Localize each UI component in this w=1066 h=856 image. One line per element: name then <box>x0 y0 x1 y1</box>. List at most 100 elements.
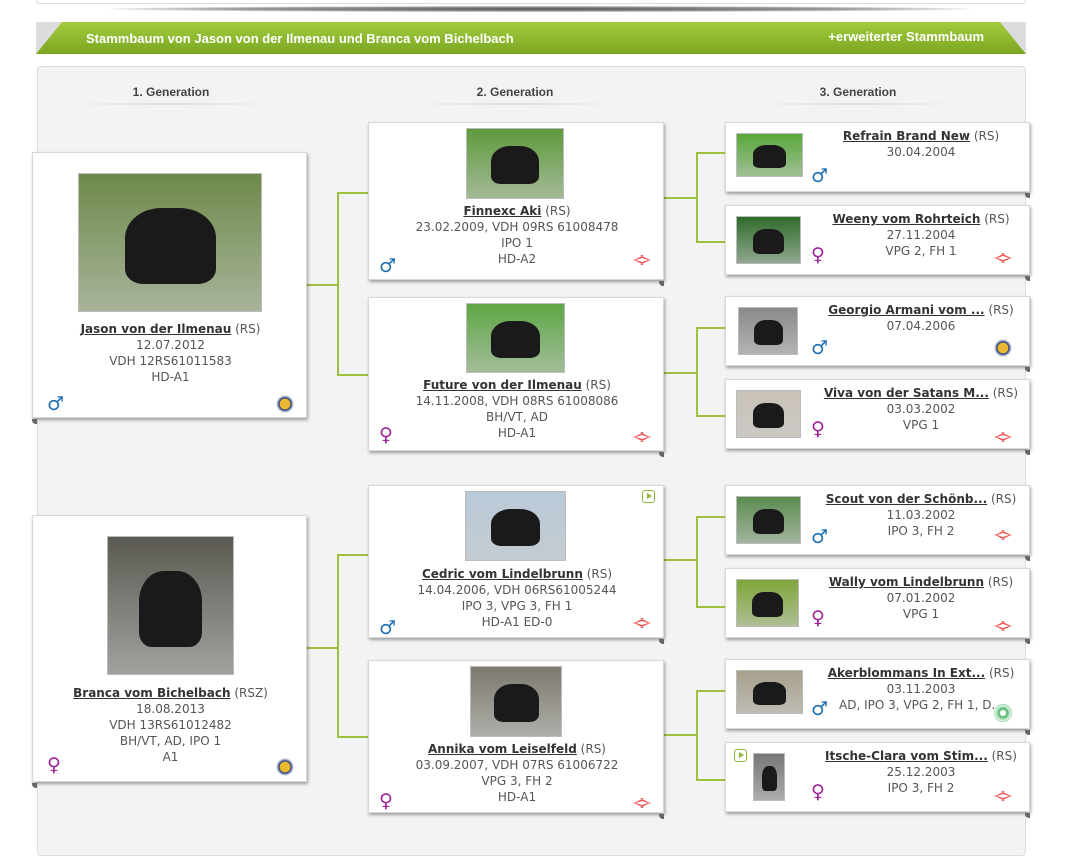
dog-name-link[interactable]: Wally vom Lindelbrunn <box>828 575 985 589</box>
dog-detail-line: 12.07.2012 <box>136 338 205 352</box>
dog-card: Jason von der Ilmenau (RS) 12.07.2012 VDH … <box>32 152 308 424</box>
dog-detail-line: BH/VT, AD, IPO 1 <box>119 734 222 748</box>
dog-photo[interactable] <box>753 753 785 801</box>
dog-silhouette <box>491 146 539 185</box>
video-play-icon[interactable] <box>734 749 747 762</box>
dog-breed-code: (RS) <box>231 322 261 336</box>
generation-1-heading: 1. Generation <box>51 85 291 105</box>
dog-silhouette <box>490 509 541 547</box>
dog-name-link[interactable]: Finnexc Aki <box>463 204 542 218</box>
dog-name-line: Finnexc Aki (RS) <box>369 203 665 219</box>
previous-section-box <box>36 0 1026 4</box>
dog-photo[interactable] <box>736 579 799 627</box>
dog-detail-line: 18.08.2013 <box>136 702 205 716</box>
male-icon: ♂ <box>811 698 829 720</box>
dog-detail-line: 03.09.2007, VDH 07RS 61006722 <box>415 758 619 772</box>
ks-icon <box>276 758 294 776</box>
dog-breed-code: (RS) <box>980 212 1010 226</box>
generation-3-heading: 3. Generation <box>738 85 978 105</box>
dog-detail-line: 03.11.2003 <box>886 682 956 696</box>
dog-name-link[interactable]: Georgio Armani vom ... <box>828 303 985 317</box>
dog-breed-code: (RSZ) <box>230 686 268 700</box>
dog-info: Georgio Armani vom ... (RS) 07.04.2006 <box>811 302 1031 334</box>
dog-photo[interactable] <box>107 536 234 675</box>
female-icon: ♀ <box>379 424 393 446</box>
dog-photo[interactable] <box>466 303 565 373</box>
dog-photo[interactable] <box>736 216 801 264</box>
dog-name-link[interactable]: Annika vom Leiselfeld <box>428 742 577 756</box>
female-icon: ♀ <box>811 418 825 440</box>
dog-name-line: Georgio Armani vom ... (RS) <box>811 302 1031 318</box>
dog-name-link[interactable]: Akerblommans In Ext... <box>827 666 986 680</box>
dog-info: Weeny vom Rohrteich (RS) 27.11.2004 VPG 2,… <box>811 211 1031 259</box>
connector-line <box>307 284 338 286</box>
dog-name-link[interactable]: Future von der Ilmenau <box>423 378 582 392</box>
dog-name-link[interactable]: Weeny vom Rohrteich <box>832 212 981 226</box>
dog-info: Cedric vom Lindelbrunn (RS) 14.04.2006, V… <box>369 566 665 630</box>
dog-name-link[interactable]: Scout von der Schönb... <box>825 492 988 506</box>
male-icon: ♂ <box>379 617 397 639</box>
dog-photo[interactable] <box>465 491 566 561</box>
connector-line <box>697 606 725 608</box>
dog-card: Annika vom Leiselfeld (RS) 03.09.2007, VD… <box>368 660 664 819</box>
dog-silhouette <box>491 321 540 359</box>
dog-detail-line: 30.04.2004 <box>886 145 956 159</box>
dog-name-link[interactable]: Viva von der Satans M... <box>823 386 989 400</box>
dog-breed-code: (RS) <box>576 742 606 756</box>
dog-info: Jason von der Ilmenau (RS) 12.07.2012 VDH … <box>33 321 308 385</box>
vdh-icon <box>994 791 1012 801</box>
connector-line <box>664 197 697 199</box>
connector-line <box>696 327 698 417</box>
dog-detail-line: VPG 1 <box>902 607 940 621</box>
dog-silhouette <box>752 402 785 428</box>
dog-info: Branca vom Bichelbach (RSZ) 18.08.2013 VDH… <box>33 685 308 765</box>
dog-detail-line: 11.03.2002 <box>886 508 956 522</box>
dog-breed-code: (RS) <box>970 129 1000 143</box>
female-icon: ♀ <box>811 244 825 266</box>
dog-info: Akerblommans In Ext... (RS) 03.11.2003 AD,… <box>811 665 1031 713</box>
ks-icon <box>276 395 294 413</box>
dog-name-line: Wally vom Lindelbrunn (RS) <box>811 574 1031 590</box>
dog-detail-line: BH/VT, AD <box>486 410 548 424</box>
dog-name-link[interactable]: Jason von der Ilmenau <box>80 322 232 336</box>
dog-photo[interactable] <box>738 307 798 355</box>
dog-photo[interactable] <box>78 173 262 312</box>
dog-detail-line: 14.11.2008, VDH 08RS 61008086 <box>415 394 619 408</box>
dog-silhouette <box>752 508 785 534</box>
dog-photo[interactable] <box>736 670 803 714</box>
dog-card: Finnexc Aki (RS) 23.02.2009, VDH 09RS 610… <box>368 122 665 286</box>
dog-detail-line: 23.02.2009, VDH 09RS 61008478 <box>415 220 619 234</box>
dog-silhouette <box>493 684 539 723</box>
dog-photo[interactable] <box>736 390 801 438</box>
dog-detail-line: VPG 2, FH 1 <box>885 244 957 258</box>
dog-breed-code: (RS) <box>987 749 1017 763</box>
pedigree-header-banner: Stammbaum von Jason von der Ilmenau und … <box>36 22 1026 54</box>
dog-photo[interactable] <box>736 496 801 544</box>
dog-name-line: Future von der Ilmenau (RS) <box>369 377 665 393</box>
dog-card: Future von der Ilmenau (RS) 14.11.2008, V… <box>368 297 665 457</box>
video-play-icon[interactable] <box>642 490 655 503</box>
dog-detail-line: HD-A2 <box>497 252 537 266</box>
dog-name-link[interactable]: Refrain Brand New <box>842 129 971 143</box>
extended-pedigree-link[interactable]: +erweiterter Stammbaum <box>828 29 984 44</box>
dog-info: Future von der Ilmenau (RS) 14.11.2008, V… <box>369 377 665 441</box>
male-icon: ♂ <box>811 165 829 187</box>
vdh-icon <box>633 618 651 628</box>
dog-photo[interactable] <box>466 128 564 199</box>
dog-detail-line: 07.04.2006 <box>886 319 956 333</box>
dog-info: Finnexc Aki (RS) 23.02.2009, VDH 09RS 610… <box>369 203 665 267</box>
dog-photo[interactable] <box>736 133 803 177</box>
dog-silhouette <box>752 228 785 254</box>
connector-line <box>338 374 368 376</box>
dog-name-link[interactable]: Cedric vom Lindelbrunn <box>421 567 583 581</box>
dog-card: Scout von der Schönb... (RS) 11.03.2002 IP… <box>725 485 1031 561</box>
dog-breed-code: (RS) <box>582 567 613 581</box>
connector-line <box>697 415 725 417</box>
vdh-icon <box>633 432 651 442</box>
connector-line <box>337 554 339 738</box>
dog-breed-code: (RS) <box>987 492 1017 506</box>
dog-photo[interactable] <box>470 666 562 737</box>
dog-name-link[interactable]: Branca vom Bichelbach <box>73 686 231 700</box>
dog-name-line: Scout von der Schönb... (RS) <box>811 491 1031 507</box>
dog-name-link[interactable]: Itsche-Clara vom Stim... <box>825 749 988 763</box>
